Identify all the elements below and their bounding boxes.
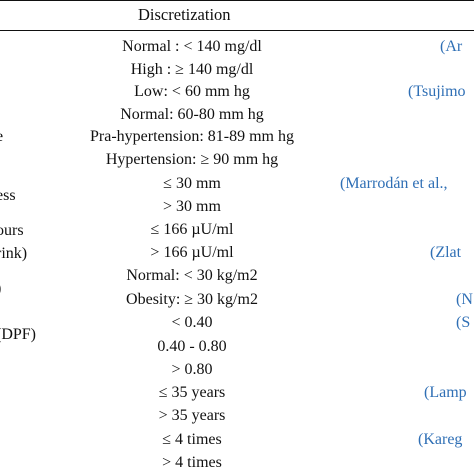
discretization-row-17: ≤ 4 times <box>162 431 222 448</box>
reference-citation-2: (Marrodán et al., <box>340 175 448 192</box>
reference-citation-6: (Lamp <box>424 384 467 401</box>
attribute-fragment-1: ess <box>0 187 16 204</box>
discretization-row-8: ≤ 166 µU/ml <box>150 221 234 238</box>
reference-citation-3: (Zlat <box>430 244 462 261</box>
top-rule <box>0 0 474 1</box>
discretization-row-15: ≤ 35 years <box>158 384 226 401</box>
discretization-row-5: Hypertension: ≥ 90 mm hg <box>105 151 279 168</box>
discretization-row-18: > 4 times <box>162 454 222 471</box>
discretization-row-6: ≤ 30 mm <box>163 175 221 192</box>
reference-citation-1: (Tsujimo <box>408 83 466 100</box>
column-header-discretization: Discretization <box>138 5 231 24</box>
attribute-fragment-2: ours <box>0 222 24 239</box>
attribute-fragment-0: e <box>0 125 3 148</box>
attribute-fragment-5: (DPF) <box>0 326 37 343</box>
discretization-row-14: > 0.80 <box>171 361 213 378</box>
reference-citation-4: (N <box>456 291 473 308</box>
discretization-row-2: Low: < 60 mm hg <box>134 83 250 100</box>
discretization-row-1: High : ≥ 140 mg/dl <box>130 61 254 78</box>
discretization-row-3: Normal: 60-80 mm hg <box>120 106 264 123</box>
discretization-row-9: > 166 µU/ml <box>150 244 234 261</box>
discretization-row-11: Obesity: ≥ 30 kg/m2 <box>126 291 258 308</box>
attribute-fragment-4: ) <box>0 277 1 300</box>
attribute-fragment-3: rink) <box>0 245 28 262</box>
discretization-row-13: 0.40 - 0.80 <box>157 338 227 355</box>
discretization-row-4: Pra-hypertension: 81-89 mm hg <box>90 128 294 145</box>
discretization-row-12: < 0.40 <box>171 314 213 331</box>
reference-citation-5: (S <box>456 314 471 331</box>
header-rule <box>0 30 474 31</box>
reference-citation-0: (Ar <box>440 38 463 55</box>
discretization-row-7: > 30 mm <box>163 198 221 215</box>
discretization-row-16: > 35 years <box>158 407 226 424</box>
discretization-row-0: Normal : < 140 mg/dl <box>122 38 262 55</box>
discretization-row-10: Normal: < 30 kg/m2 <box>126 267 258 284</box>
reference-citation-7: (Kareg <box>418 431 463 448</box>
